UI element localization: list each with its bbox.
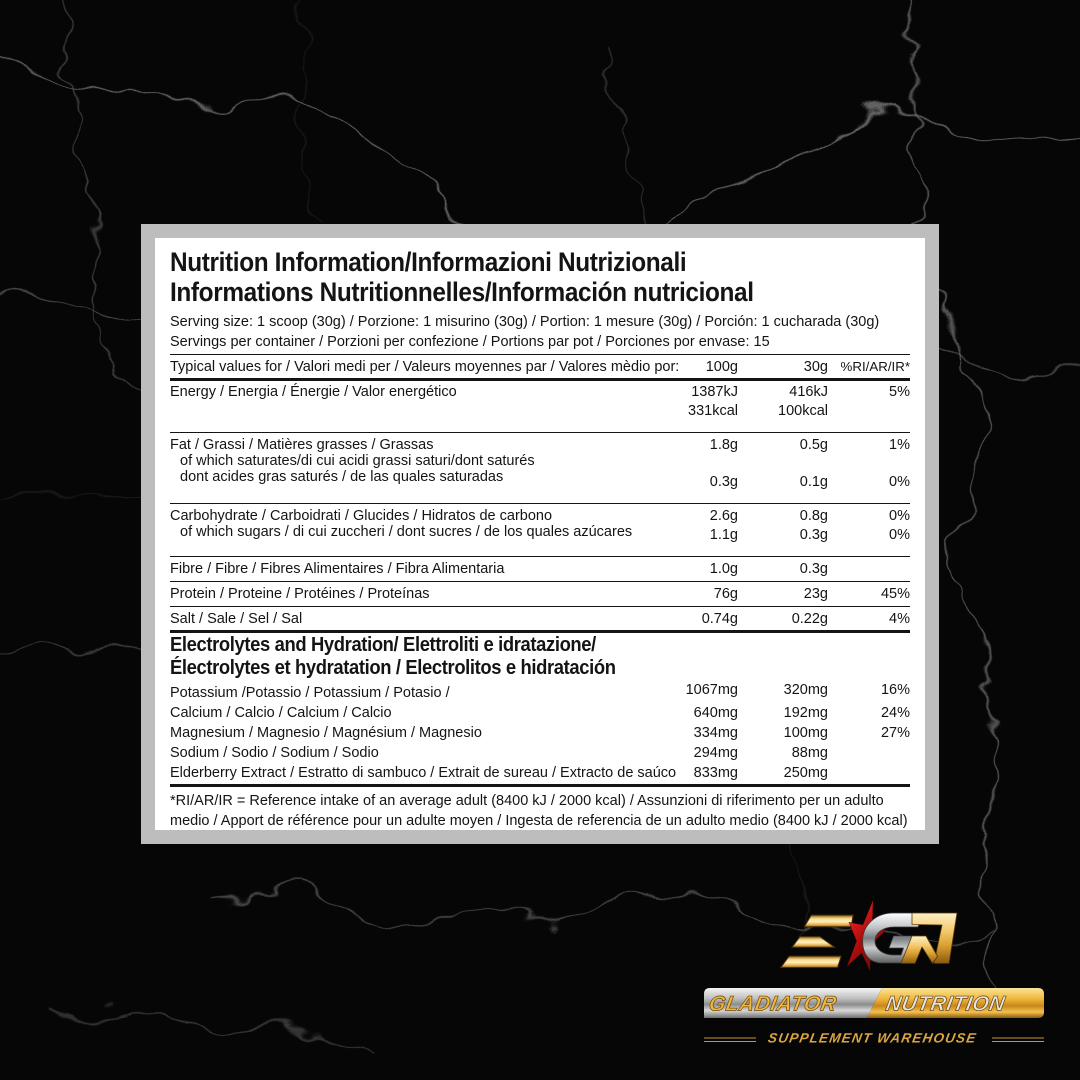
svg-text:NUTRITION: NUTRITION bbox=[884, 993, 1007, 1016]
svg-text:SUPPLEMENT WAREHOUSE: SUPPLEMENT WAREHOUSE bbox=[767, 1031, 978, 1046]
svg-text:GLADIATOR: GLADIATOR bbox=[707, 993, 839, 1016]
